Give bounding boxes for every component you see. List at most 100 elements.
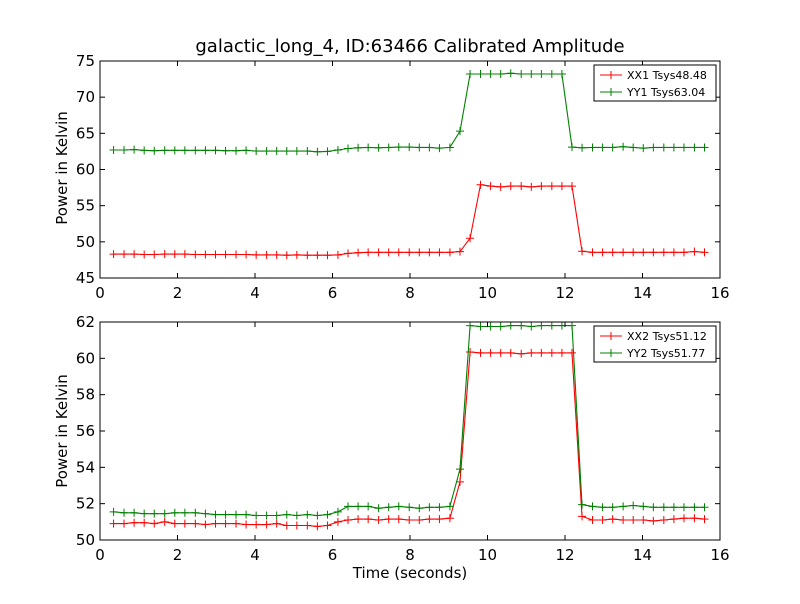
- top-data-point: [547, 70, 556, 79]
- bottom-data-point: [364, 502, 373, 511]
- top-data-point: [344, 249, 352, 258]
- top-data-point: [232, 146, 241, 155]
- bottom-data-point: [303, 521, 312, 530]
- top-legend-label-2: YY1 Tsys63.04: [626, 86, 705, 99]
- bottom-data-point: [262, 520, 271, 529]
- top-data-point: [659, 143, 668, 152]
- top-data-point: [700, 143, 709, 152]
- bottom-data-point: [415, 516, 424, 525]
- top-data-point: [354, 248, 363, 257]
- top-legend-marker-1: [607, 71, 615, 79]
- bottom-series-1: [109, 347, 709, 531]
- top-y-tick-label: 75: [76, 52, 95, 70]
- top-legend-box: [593, 64, 717, 102]
- bottom-y-axis-label: Power in Kelvin: [53, 374, 71, 488]
- bottom-data-point: [619, 502, 628, 511]
- top-data-point: [425, 248, 434, 257]
- bottom-data-point: [354, 515, 363, 524]
- top-data-point: [639, 248, 648, 257]
- bottom-data-point: [537, 322, 546, 330]
- top-data-point: [425, 143, 434, 152]
- bottom-data-point: [476, 322, 485, 331]
- top-x-tick-label: 4: [250, 284, 260, 302]
- top-data-point: [180, 250, 189, 259]
- top-data-point: [679, 143, 688, 152]
- top-legend-label-1: XX1 Tsys48.48: [627, 69, 707, 82]
- top-data-point: [608, 143, 617, 152]
- top-data-point: [669, 248, 678, 257]
- bottom-data-point: [629, 516, 638, 525]
- bottom-data-point: [700, 515, 709, 524]
- bottom-data-point: [232, 510, 241, 519]
- bottom-data-point: [547, 322, 556, 330]
- bottom-data-point: [445, 514, 454, 523]
- top-data-point: [619, 142, 628, 151]
- top-data-point: [700, 248, 709, 257]
- top-data-point: [272, 147, 281, 156]
- top-data-point: [384, 248, 393, 257]
- bottom-data-point: [649, 503, 658, 512]
- top-data-point: [364, 248, 373, 257]
- top-data-point: [506, 182, 515, 191]
- top-data-point: [140, 250, 149, 259]
- top-data-point: [313, 147, 322, 156]
- top-data-point: [292, 147, 301, 156]
- top-x-tick-label: 6: [328, 284, 338, 302]
- top-y-tick-label: 55: [76, 197, 95, 215]
- bottom-data-point: [344, 502, 352, 511]
- bottom-plot: 0 2 4 6 8 10 12 14 16 50 52 54 56 58 60 62 XX2 Tsys51.12…: [76, 313, 730, 564]
- top-y-tick-label: 50: [76, 233, 95, 251]
- bottom-data-point: [557, 348, 566, 357]
- bottom-data-point: [567, 348, 576, 357]
- bottom-data-point: [150, 509, 159, 518]
- top-y-tick-label: 65: [76, 124, 95, 142]
- bottom-data-point: [211, 519, 220, 528]
- top-data-point: [374, 248, 383, 257]
- bottom-data-point: [435, 515, 444, 524]
- bottom-data-point: [445, 502, 454, 511]
- top-data-point: [466, 234, 475, 243]
- bottom-data-point: [313, 511, 322, 520]
- bottom-y-tick-label: 50: [76, 531, 95, 549]
- bottom-x-tick-label: 0: [95, 546, 105, 564]
- bottom-data-point: [374, 504, 383, 513]
- top-data-point: [374, 143, 383, 152]
- top-data-point: [242, 250, 251, 259]
- top-data-point: [619, 248, 628, 257]
- bottom-data-point: [588, 516, 597, 525]
- top-data-point: [160, 250, 169, 259]
- top-data-point: [262, 147, 271, 156]
- bottom-data-point: [201, 520, 210, 529]
- top-data-point: [344, 144, 352, 153]
- top-data-point: [211, 146, 220, 155]
- top-data-point: [252, 147, 261, 156]
- bottom-data-point: [313, 522, 322, 531]
- top-data-point: [120, 250, 129, 259]
- top-series-1: [109, 180, 709, 260]
- top-data-point: [130, 250, 139, 259]
- bottom-data-point: [242, 520, 251, 529]
- bottom-data-point: [455, 477, 464, 486]
- top-data-point: [476, 180, 485, 189]
- top-data-point: [629, 248, 638, 257]
- top-x-tick-label: 0: [95, 284, 105, 302]
- top-data-point: [282, 147, 291, 156]
- bottom-data-point: [578, 500, 587, 509]
- bottom-data-point: [639, 502, 648, 511]
- bottom-data-point: [384, 503, 393, 512]
- top-data-point: [567, 143, 576, 152]
- top-data-point: [506, 69, 515, 78]
- bottom-data-point: [578, 512, 587, 521]
- top-data-point: [598, 143, 607, 152]
- top-data-point: [517, 182, 526, 191]
- chart-title: galactic_long_4, ID:63466 Calibrated Amp…: [195, 36, 624, 57]
- top-data-point: [669, 143, 678, 152]
- bottom-data-point: [496, 322, 505, 331]
- bottom-data-point: [425, 515, 434, 524]
- bottom-data-point: [120, 519, 129, 528]
- top-data-point: [394, 143, 403, 152]
- top-y-tick-label: 70: [76, 88, 95, 106]
- top-data-point: [435, 144, 444, 153]
- bottom-data-point: [109, 507, 118, 516]
